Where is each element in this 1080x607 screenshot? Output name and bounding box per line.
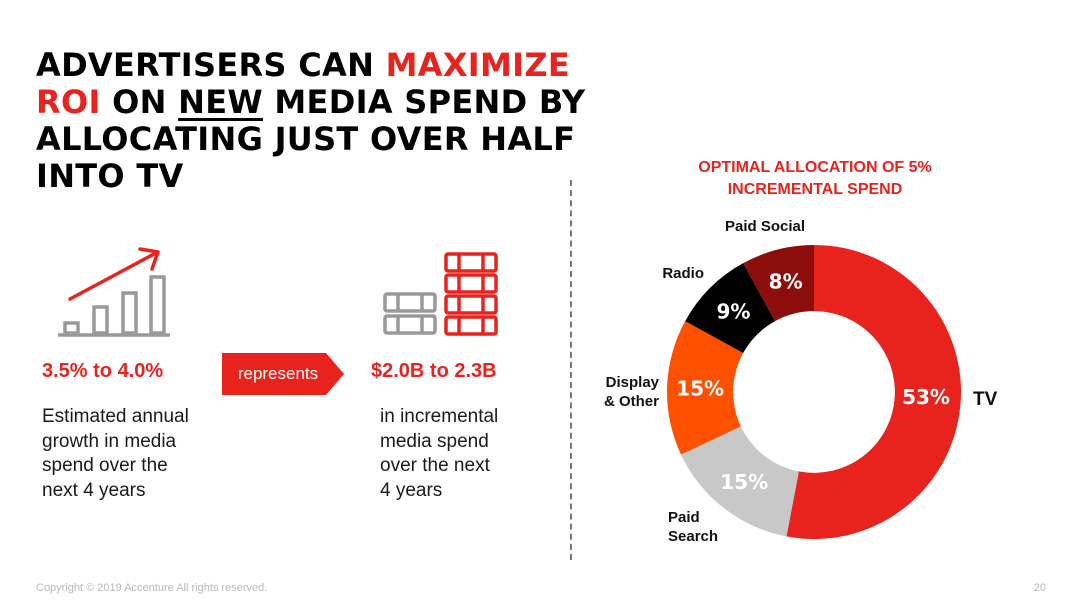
category-label-paid-social: Paid Social [725,218,805,235]
title-highlight-maximize: MAXIMIZE [385,46,571,84]
title-text: MEDIA SPEND BY ALLOCATING JUST OVER HALF… [36,83,586,195]
spend-description: in incremental media spend over the next… [380,405,498,503]
section-divider [570,180,572,560]
spend-desc-line: over the next [380,455,490,476]
title-highlight-roi: ROI [36,83,101,121]
donut-slice-tv [786,245,962,539]
spend-desc-line: media spend [380,430,489,452]
slide-title: ADVERTISERS CAN MAXIMIZE ROI ON NEW MEDIA… [36,47,656,195]
category-label-display-other: Display & Other [604,374,660,410]
category-label-tv: TV [973,389,998,410]
growth-desc-line: spend over the [42,455,168,476]
spend-desc-line: 4 years [380,479,443,501]
growth-stat: 3.5% to 4.0% [42,360,164,382]
chart-title-line: INCREMENTAL SPEND [727,181,903,198]
donut-slice-paid-social [743,245,814,322]
spend-desc-line: in incremental [380,406,499,427]
title-text: ON [100,83,179,121]
value-label-tv: 53% [902,385,950,409]
page-number: 20 [1033,582,1046,594]
category-label-paid-search: Paid Search [668,509,718,545]
growth-desc-line: next 4 years [42,479,146,501]
growth-desc-line: Estimated annual [42,406,189,427]
spend-stat: $2.0B to 2.3B [371,360,497,382]
value-label-display-other: 15% [676,376,724,400]
copyright-footer: Copyright © 2019 Accenture All rights re… [36,582,268,594]
title-text: ADVERTISERS CAN [36,46,386,84]
growth-description: Estimated annual growth in media spend o… [42,405,189,503]
bar-chart-growth-icon [58,247,170,337]
chart-title: OPTIMAL ALLOCATION OF 5% INCREMENTAL SPE… [650,157,980,201]
value-label-paid-search: 15% [720,470,768,494]
growth-desc-line: growth in media [42,430,177,452]
donut-slice-display-other [666,321,744,455]
category-label-radio: Radio [662,265,704,282]
donut-slice-paid-search [680,426,799,537]
chart-title-line: OPTIMAL ALLOCATION OF 5% [698,159,932,176]
represents-label: represents [237,364,319,383]
title-underlined-new: NEW [178,83,263,121]
value-label-paid-social: 8% [769,270,803,294]
money-stacks-icon [383,252,498,336]
arrow-shape [222,353,344,395]
value-label-radio: 9% [716,299,750,323]
donut-slice-radio [685,263,776,354]
represents-arrow: represents [222,353,344,395]
